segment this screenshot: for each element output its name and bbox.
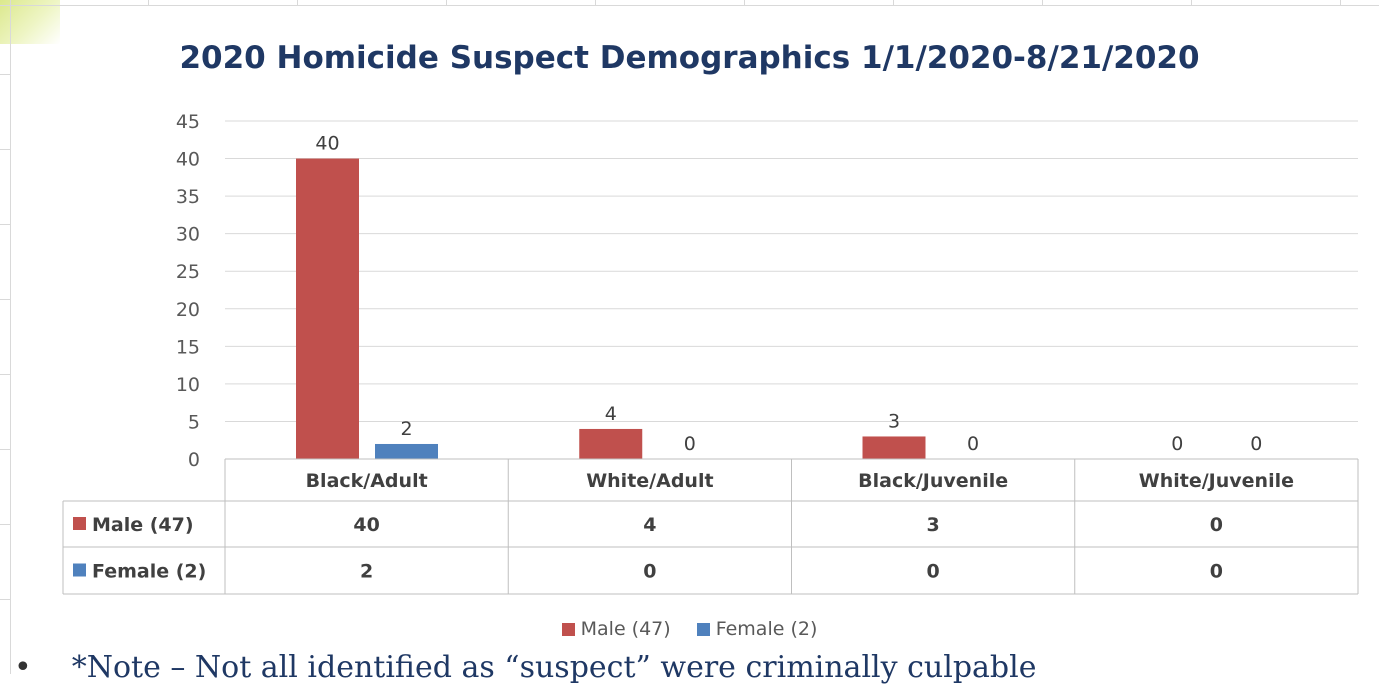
data-label: 3 [888,410,900,432]
chart-title: 2020 Homicide Suspect Demographics 1/1/2… [179,40,1200,76]
y-tick-label: 25 [176,261,200,283]
legend-swatch-female [696,623,710,636]
table-cell: 0 [643,561,656,583]
table-cell: 2 [360,561,373,583]
y-tick-label: 15 [176,336,200,358]
footnote: • *Note – Not all identified as “suspect”… [14,650,1036,685]
footnote-text: *Note – Not all identified as “suspect” … [71,650,1037,685]
table-cell: 0 [1210,561,1223,583]
table-cell: 4 [643,514,656,536]
table-cell: 0 [927,561,940,583]
table-legend-key [73,517,86,530]
bar [296,158,359,460]
x-category-label: White/Juvenile [1139,470,1294,492]
y-tick-label: 10 [176,374,200,396]
y-tick-label: 40 [176,149,200,171]
y-tick-label: 20 [176,299,200,321]
data-label: 40 [315,133,339,155]
left-ruler [0,0,11,674]
x-category-label: White/Adult [586,470,713,492]
legend-label-male: Male (47) [580,618,671,640]
data-label: 0 [1250,433,1262,455]
table-cell: 3 [927,514,940,536]
y-tick-label: 0 [188,449,200,471]
table-row-label: Female (2) [92,561,206,583]
data-label: 4 [605,403,617,425]
footnote-bullet: • [14,650,32,685]
bar [579,428,643,459]
legend-item-female: Female (2) [696,618,818,640]
legend: Male (47) Female (2) [0,618,1379,640]
y-tick-label: 5 [188,411,200,433]
table-row-label: Male (47) [92,514,194,536]
table-legend-key [73,563,86,577]
bar [862,436,926,459]
table-cell: 40 [353,514,379,536]
legend-swatch-male [561,623,575,636]
y-tick-label: 35 [176,186,200,208]
x-category-label: Black/Adult [306,470,428,492]
legend-item-male: Male (47) [561,618,671,640]
data-label: 0 [684,433,696,455]
bar [375,443,438,459]
y-tick-label: 45 [176,111,200,133]
data-label: 0 [967,433,979,455]
legend-label-female: Female (2) [715,618,818,640]
table-cell: 0 [1210,514,1223,536]
top-ruler [0,0,1379,6]
y-tick-label: 30 [176,224,200,246]
x-category-label: Black/Juvenile [858,470,1008,492]
data-label: 0 [1171,433,1183,455]
data-label: 2 [400,418,412,440]
